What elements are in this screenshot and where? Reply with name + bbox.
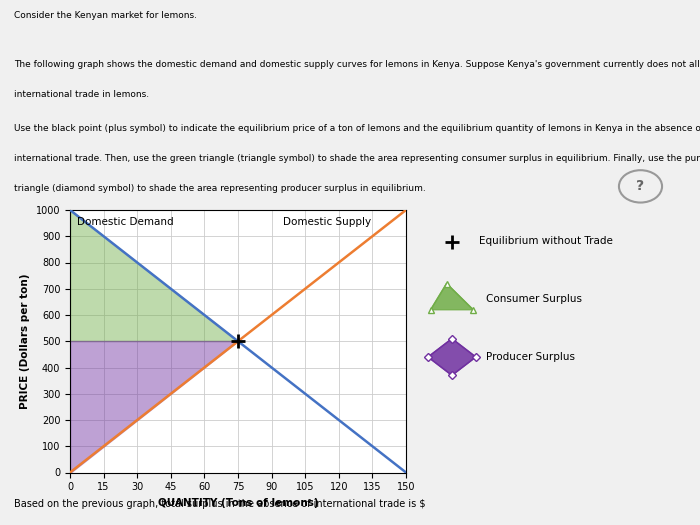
Polygon shape: [70, 210, 238, 341]
Polygon shape: [428, 339, 476, 375]
Text: international trade in lemons.: international trade in lemons.: [14, 90, 149, 99]
Text: triangle (diamond symbol) to shade the area representing producer surplus in equ: triangle (diamond symbol) to shade the a…: [14, 184, 426, 193]
Text: Producer Surplus: Producer Surplus: [486, 352, 575, 362]
Text: Use the black point (plus symbol) to indicate the equilibrium price of a ton of : Use the black point (plus symbol) to ind…: [14, 124, 700, 133]
Text: Consider the Kenyan market for lemons.: Consider the Kenyan market for lemons.: [14, 10, 197, 19]
Text: ?: ?: [636, 180, 645, 193]
Text: Equilibrium without Trade: Equilibrium without Trade: [479, 236, 612, 247]
X-axis label: QUANTITY (Tons of lemons): QUANTITY (Tons of lemons): [158, 498, 318, 508]
Text: Domestic Supply: Domestic Supply: [283, 216, 371, 227]
Text: Consumer Surplus: Consumer Surplus: [486, 294, 582, 304]
Polygon shape: [70, 341, 238, 472]
Text: Based on the previous graph, total surplus in the absence of international trade: Based on the previous graph, total surpl…: [14, 499, 426, 509]
Text: The following graph shows the domestic demand and domestic supply curves for lem: The following graph shows the domestic d…: [14, 60, 700, 69]
Text: international trade. Then, use the green triangle (triangle symbol) to shade the: international trade. Then, use the green…: [14, 154, 700, 163]
Polygon shape: [430, 284, 473, 310]
Y-axis label: PRICE (Dollars per ton): PRICE (Dollars per ton): [20, 274, 30, 409]
Text: Domestic Demand: Domestic Demand: [77, 216, 174, 227]
